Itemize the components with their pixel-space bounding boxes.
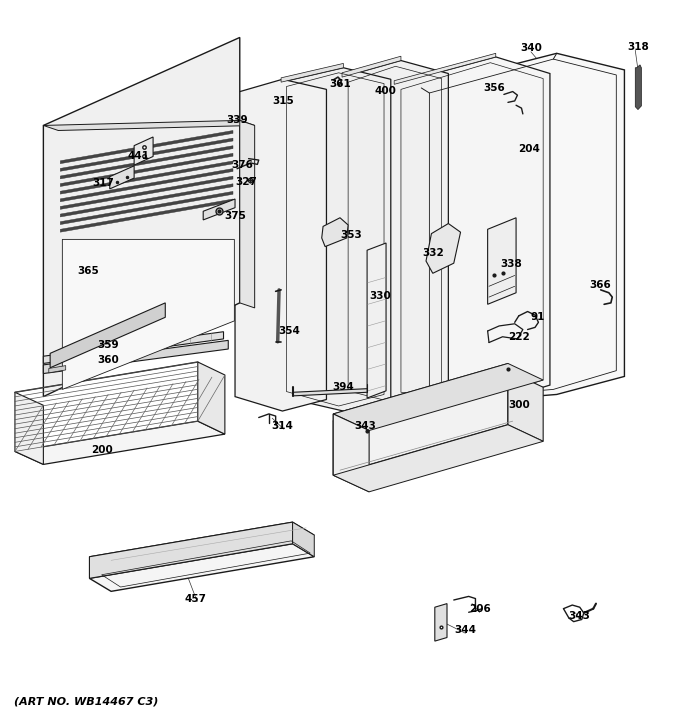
Text: 200: 200 bbox=[90, 445, 112, 455]
Polygon shape bbox=[44, 340, 228, 374]
Text: 400: 400 bbox=[375, 86, 396, 96]
Text: 314: 314 bbox=[271, 421, 293, 432]
Polygon shape bbox=[635, 65, 641, 109]
Text: 394: 394 bbox=[333, 382, 354, 392]
Text: 359: 359 bbox=[97, 340, 119, 350]
Text: 360: 360 bbox=[97, 355, 119, 365]
Text: 332: 332 bbox=[422, 248, 444, 258]
Polygon shape bbox=[488, 218, 516, 304]
Polygon shape bbox=[203, 199, 235, 220]
Polygon shape bbox=[63, 240, 235, 390]
Text: 441: 441 bbox=[127, 151, 149, 161]
Polygon shape bbox=[367, 243, 386, 398]
Polygon shape bbox=[90, 522, 292, 578]
Text: 356: 356 bbox=[483, 83, 505, 93]
Text: 361: 361 bbox=[329, 79, 351, 88]
Text: 91: 91 bbox=[530, 311, 545, 321]
Text: 330: 330 bbox=[370, 291, 392, 301]
Polygon shape bbox=[15, 421, 225, 464]
Text: 343: 343 bbox=[568, 611, 590, 621]
Polygon shape bbox=[109, 166, 134, 189]
Text: 354: 354 bbox=[278, 326, 300, 336]
Polygon shape bbox=[61, 161, 233, 194]
Polygon shape bbox=[61, 138, 233, 172]
Polygon shape bbox=[422, 54, 624, 405]
Polygon shape bbox=[61, 130, 233, 164]
Text: 315: 315 bbox=[272, 96, 294, 106]
Polygon shape bbox=[333, 363, 508, 421]
Polygon shape bbox=[322, 218, 348, 247]
Polygon shape bbox=[44, 38, 240, 397]
Text: 317: 317 bbox=[92, 178, 114, 188]
Text: 206: 206 bbox=[469, 605, 490, 615]
Polygon shape bbox=[342, 61, 448, 409]
Text: 222: 222 bbox=[508, 332, 530, 342]
Polygon shape bbox=[333, 371, 508, 475]
Polygon shape bbox=[90, 544, 314, 592]
Polygon shape bbox=[61, 169, 233, 202]
Polygon shape bbox=[61, 146, 233, 179]
Text: 366: 366 bbox=[589, 280, 611, 290]
Polygon shape bbox=[50, 303, 165, 368]
Polygon shape bbox=[342, 56, 401, 77]
Text: (ART NO. WB14467 C3): (ART NO. WB14467 C3) bbox=[14, 696, 158, 707]
Text: 343: 343 bbox=[354, 421, 376, 432]
Polygon shape bbox=[333, 414, 369, 492]
Text: 318: 318 bbox=[627, 42, 649, 52]
Polygon shape bbox=[394, 57, 550, 402]
Polygon shape bbox=[15, 392, 44, 464]
Polygon shape bbox=[281, 68, 391, 411]
Polygon shape bbox=[61, 153, 233, 187]
Text: 353: 353 bbox=[341, 230, 362, 240]
Polygon shape bbox=[333, 363, 543, 431]
Polygon shape bbox=[292, 389, 367, 396]
Polygon shape bbox=[426, 224, 460, 273]
Polygon shape bbox=[90, 522, 314, 570]
Polygon shape bbox=[49, 366, 66, 373]
Text: 338: 338 bbox=[500, 259, 522, 269]
Polygon shape bbox=[240, 120, 255, 308]
Polygon shape bbox=[235, 80, 326, 411]
Polygon shape bbox=[61, 176, 233, 209]
Polygon shape bbox=[292, 522, 314, 557]
Polygon shape bbox=[61, 199, 233, 232]
Text: 300: 300 bbox=[509, 400, 530, 410]
Polygon shape bbox=[44, 332, 224, 363]
Text: 344: 344 bbox=[454, 626, 476, 635]
Text: 327: 327 bbox=[235, 177, 258, 188]
Text: 339: 339 bbox=[226, 114, 248, 125]
Text: 365: 365 bbox=[78, 266, 99, 276]
Text: 204: 204 bbox=[518, 143, 540, 153]
Polygon shape bbox=[508, 371, 543, 442]
Polygon shape bbox=[198, 362, 225, 434]
Polygon shape bbox=[394, 54, 496, 84]
Polygon shape bbox=[281, 64, 343, 82]
Polygon shape bbox=[61, 184, 233, 217]
Polygon shape bbox=[44, 120, 255, 130]
Polygon shape bbox=[435, 604, 447, 641]
Text: 375: 375 bbox=[224, 211, 246, 221]
Text: 340: 340 bbox=[520, 43, 542, 54]
Text: 376: 376 bbox=[231, 160, 253, 170]
Text: 457: 457 bbox=[185, 594, 207, 604]
Polygon shape bbox=[134, 137, 153, 165]
Polygon shape bbox=[61, 191, 233, 224]
Polygon shape bbox=[333, 425, 543, 492]
